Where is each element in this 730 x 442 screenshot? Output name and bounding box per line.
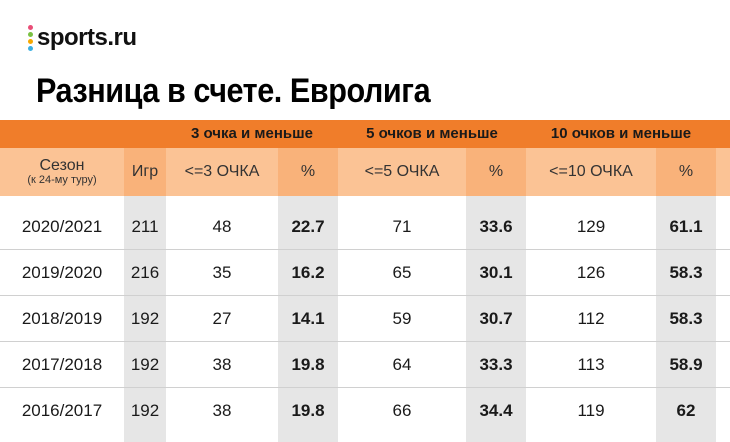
cell-games: 211: [131, 217, 159, 236]
cell-le10: 112: [577, 309, 605, 328]
header-le5: <=5 ОЧКА: [364, 163, 440, 180]
shade-col-games: [124, 196, 166, 442]
logo-dot-1: [28, 25, 33, 30]
cell-le10: 129: [576, 217, 606, 236]
group-label-10pts: 10 очков и меньше: [550, 125, 692, 142]
cell-pct10: 58.3: [669, 309, 703, 328]
cell-le3: 38: [212, 401, 232, 420]
group-header-band: 3 очка и меньше 5 очков и меньше 10 очко…: [0, 120, 730, 148]
cell-pct3: 22.7: [291, 217, 325, 236]
logo-text: sports.ru: [37, 24, 137, 51]
cell-le5: 71: [392, 217, 412, 236]
cell-season: 2020/2021: [21, 217, 103, 236]
cell-games: 192: [130, 355, 160, 374]
group-label-3pts: 3 очка и меньше: [191, 125, 313, 142]
cell-pct3: 19.8: [291, 401, 325, 420]
cell-le5: 65: [392, 263, 412, 282]
header-pct5: %: [466, 148, 526, 196]
cell-pct3: 16.2: [291, 263, 325, 282]
header-pct10: %: [656, 148, 716, 196]
cell-season: 2016/2017: [21, 401, 103, 420]
cell-pct3: 19.8: [291, 355, 325, 374]
cell-le3: 48: [212, 217, 232, 236]
header-le3: <=3 ОЧКА: [184, 163, 260, 180]
header-le10: <=10 ОЧКА: [549, 163, 633, 180]
logo-dot-4: [28, 46, 33, 51]
sports-ru-logo: sports.ru: [28, 24, 137, 52]
cell-games: 216: [130, 263, 160, 282]
page-title: Разница в счете. Евролига: [36, 72, 431, 110]
table-row: 2018/2019 192 27 14.1 59 30.7 112 58.3: [0, 296, 730, 342]
cell-le3: 27: [212, 309, 232, 328]
cell-pct5: 30.1: [479, 263, 513, 282]
shade-col-pct10: [656, 196, 716, 442]
table-row: 2019/2020 216 35 16.2 65 30.1 126 58.3: [0, 250, 730, 296]
header-games: Игр: [124, 148, 166, 196]
cell-le5: 66: [392, 401, 412, 420]
cell-le10: 126: [576, 263, 606, 282]
cell-pct3: 14.1: [291, 309, 325, 328]
column-header-row: Сезон (к 24-му туру) Игр <=3 ОЧКА % <=5 …: [0, 148, 730, 196]
cell-games: 192: [130, 309, 160, 328]
cell-pct5: 34.4: [479, 401, 513, 420]
cell-season: 2018/2019: [21, 309, 103, 328]
cell-pct10: 58.9: [669, 355, 703, 374]
cell-le10: 119: [577, 401, 605, 420]
shade-col-pct5: [466, 196, 526, 442]
cell-le5: 64: [392, 355, 412, 374]
shade-col-pct3: [278, 196, 338, 442]
cell-pct5: 33.3: [479, 355, 513, 374]
cell-pct10: 58.3: [669, 263, 703, 282]
header-pct3: %: [278, 148, 338, 196]
logo-dot-3: [28, 39, 33, 44]
cell-pct5: 33.6: [479, 217, 513, 236]
table-row: 2016/2017 192 38 19.8 66 34.4 119 62: [0, 388, 730, 434]
header-season-note: (к 24-му туру): [27, 173, 97, 186]
logo-dots-icon: [28, 25, 33, 51]
table-row: 2020/2021 211 48 22.7 71 33.6 129 61.1: [0, 204, 730, 250]
cell-season: 2019/2020: [21, 263, 103, 282]
cell-pct5: 30.7: [479, 309, 513, 328]
cell-le3: 38: [212, 355, 232, 374]
group-label-5pts: 5 очков и меньше: [366, 125, 498, 142]
header-season: Сезон (к 24-му туру): [0, 148, 124, 196]
header-season-label: Сезон: [39, 156, 85, 174]
cell-pct10: 62: [676, 401, 696, 420]
cell-pct10: 61.1: [669, 217, 703, 236]
table-row: 2017/2018 192 38 19.8 64 33.3 113 58.9: [0, 342, 730, 388]
cell-le10: 113: [577, 355, 605, 374]
cell-le3: 35: [212, 263, 232, 282]
cell-season: 2017/2018: [21, 355, 103, 374]
cell-le5: 59: [392, 309, 412, 328]
cell-games: 192: [130, 401, 160, 420]
logo-dot-2: [28, 32, 33, 37]
